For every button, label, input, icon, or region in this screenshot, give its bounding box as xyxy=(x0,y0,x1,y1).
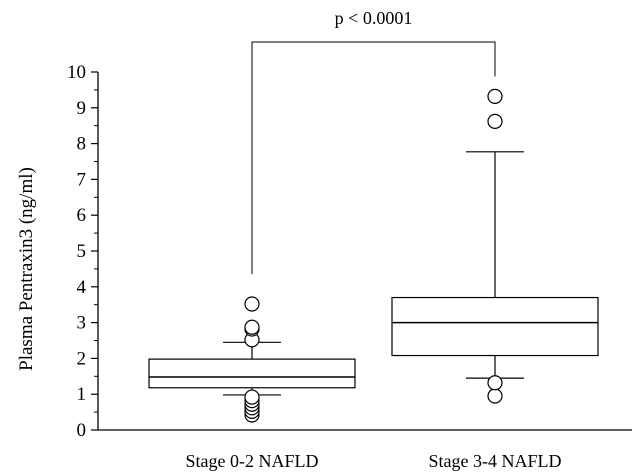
boxes xyxy=(148,88,599,423)
p-value-label: p < 0.0001 xyxy=(335,8,413,28)
category-label: Stage 0-2 NAFLD xyxy=(186,451,319,471)
category-label: Stage 3-4 NAFLD xyxy=(429,451,562,471)
axes: 0 1 2 3 4 5 6 7 8 9 10 xyxy=(67,62,632,441)
y-tick-label: 4 xyxy=(77,277,87,298)
significance-bracket xyxy=(251,41,496,274)
outlier-point xyxy=(244,296,260,312)
box-group xyxy=(391,88,599,404)
y-tick-label: 6 xyxy=(77,205,87,226)
outlier-point xyxy=(487,113,503,130)
y-tick-label: 1 xyxy=(77,384,87,405)
y-tick-label: 5 xyxy=(77,241,87,262)
iqr-box xyxy=(391,296,599,357)
y-tick-label: 2 xyxy=(77,348,87,369)
y-axis-label: Plasma Pentraxin3 (ng/ml) xyxy=(16,167,37,371)
y-tick-label: 7 xyxy=(77,169,87,190)
y-ticks: 0 1 2 3 4 5 6 7 8 9 10 xyxy=(67,62,98,441)
category-labels: Stage 0-2 NAFLD Stage 3-4 NAFLD xyxy=(186,451,562,471)
outlier-point xyxy=(487,388,503,404)
iqr-box xyxy=(148,358,356,389)
y-tick-label: 10 xyxy=(67,62,86,83)
outlier-point xyxy=(244,319,260,335)
y-tick-label: 0 xyxy=(77,420,87,441)
y-tick-label: 9 xyxy=(77,98,87,119)
y-tick-label: 8 xyxy=(77,134,87,155)
significance-annotation: p < 0.0001 xyxy=(251,8,496,274)
outlier-point xyxy=(244,389,260,405)
y-tick-label: 3 xyxy=(77,313,87,334)
outlier-point xyxy=(487,88,503,104)
outlier-point xyxy=(487,375,503,391)
box-group xyxy=(148,296,356,423)
